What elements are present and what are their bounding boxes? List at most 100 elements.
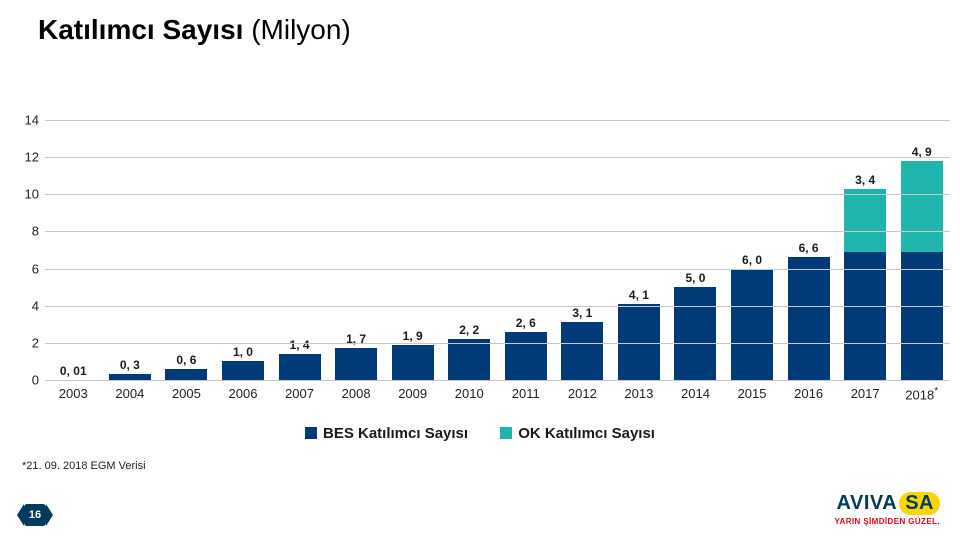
title-bold: Katılımcı Sayısı (38, 14, 243, 45)
data-label: 4, 1 (609, 288, 669, 302)
bar-group: 0, 32004 (102, 120, 159, 380)
x-axis-label: 2014 (665, 386, 725, 401)
bar-group: 3, 12012 (554, 120, 611, 380)
legend-item-bes: BES Katılımcı Sayısı (305, 425, 468, 442)
data-label: 3, 4 (835, 173, 895, 187)
bar-group: 1, 72008 (328, 120, 385, 380)
gridline (45, 306, 950, 307)
data-label: 5, 0 (665, 271, 725, 285)
brand-tagline: YARIN ŞİMDİDEN GÜZEL. (835, 517, 940, 526)
slide-title: Katılımcı Sayısı (Milyon) (38, 14, 351, 46)
legend-text: OK Katılımcı Sayısı (518, 425, 655, 442)
x-axis-label: 2010 (439, 386, 499, 401)
gridline (45, 380, 950, 381)
data-label: 1, 7 (326, 332, 386, 346)
bar-group: 2, 62011 (498, 120, 555, 380)
gridline (45, 231, 950, 232)
gridline (45, 269, 950, 270)
x-axis-label: 2018* (892, 386, 952, 402)
data-label: 1, 0 (213, 345, 273, 359)
x-axis-label: 2003 (43, 386, 103, 401)
y-axis-label: 12 (15, 150, 39, 165)
bar-segment-bes (165, 369, 207, 380)
legend-item-ok: OK Katılımcı Sayısı (500, 425, 655, 442)
data-label: 1, 9 (383, 329, 443, 343)
y-axis-label: 0 (15, 373, 39, 388)
y-axis-label: 2 (15, 335, 39, 350)
gridline (45, 157, 950, 158)
gridline (45, 343, 950, 344)
x-axis-label: 2017 (835, 386, 895, 401)
x-axis-label: 2006 (213, 386, 273, 401)
x-axis-label: 2007 (270, 386, 330, 401)
x-axis-label: 2008 (326, 386, 386, 401)
x-axis-label: 2015 (722, 386, 782, 401)
bar-segment-bes (674, 287, 716, 380)
logo-sa: SA (899, 492, 940, 515)
bar-segment-bes (279, 354, 321, 380)
data-label: 6, 0 (722, 253, 782, 267)
bar-group: 6, 02015 (724, 120, 781, 380)
bar-segment-bes (392, 345, 434, 380)
data-label: 3, 1 (552, 306, 612, 320)
bar-group: 0, 62005 (158, 120, 215, 380)
data-label: 0, 3 (100, 358, 160, 372)
brand-logo: AVIVASA (835, 492, 940, 515)
participant-chart: 0, 0120030, 320040, 620051, 020061, 4200… (10, 120, 950, 420)
bar-group: 0, 012003 (45, 120, 102, 380)
logo-aviva: AVIVA (837, 492, 898, 514)
title-rest: (Milyon) (243, 14, 350, 45)
chart-legend: BES Katılımcı Sayısı OK Katılımcı Sayısı (0, 425, 960, 442)
bar-segment-ok (844, 189, 886, 252)
bar-group: 6, 62016 (780, 120, 837, 380)
data-label: 1, 4 (270, 338, 330, 352)
y-axis-label: 4 (15, 298, 39, 313)
bar-group: 4, 12013 (611, 120, 668, 380)
page-number-badge: 16 (24, 504, 46, 526)
bar-segment-ok (901, 161, 943, 252)
page-number: 16 (29, 509, 41, 521)
brand-block: AVIVASA YARIN ŞİMDİDEN GÜZEL. (835, 492, 940, 526)
x-axis-label: 2016 (779, 386, 839, 401)
plot-area: 0, 0120030, 320040, 620051, 020061, 4200… (45, 120, 950, 380)
bar-segment-bes (448, 339, 490, 380)
legend-text: BES Katılımcı Sayısı (323, 425, 468, 442)
bar-segment-bes (335, 348, 377, 380)
x-axis-label: 2013 (609, 386, 669, 401)
gridline (45, 194, 950, 195)
bar-segment-bes (222, 361, 264, 380)
y-axis-label: 8 (15, 224, 39, 239)
bar-group: 2, 22010 (441, 120, 498, 380)
legend-swatch (305, 427, 317, 439)
y-axis-label: 14 (15, 113, 39, 128)
bar-group: 1, 92009 (384, 120, 441, 380)
x-axis-label: 2012 (552, 386, 612, 401)
footnote: *21. 09. 2018 EGM Verisi (22, 460, 146, 472)
bar-group: 1, 02006 (215, 120, 272, 380)
x-axis-label: 2009 (383, 386, 443, 401)
x-axis-label: 2005 (156, 386, 216, 401)
data-label: 2, 2 (439, 323, 499, 337)
data-label: 6, 6 (779, 241, 839, 255)
y-axis-label: 6 (15, 261, 39, 276)
data-label: 0, 01 (43, 364, 103, 378)
slide: { "title_bold": "Katılımcı Sayısı", "tit… (0, 0, 960, 540)
data-label: 2, 6 (496, 316, 556, 330)
bar-group: 5, 02014 (667, 120, 724, 380)
bar-segment-bes (561, 322, 603, 380)
gridline (45, 120, 950, 121)
bar-segment-bes (901, 252, 943, 380)
bar-container: 0, 0120030, 320040, 620051, 020061, 4200… (45, 120, 950, 380)
x-axis-label: 2004 (100, 386, 160, 401)
x-axis-label: 2011 (496, 386, 556, 401)
bar-segment-bes (844, 252, 886, 380)
bar-segment-bes (731, 269, 773, 380)
bar-segment-bes (788, 257, 830, 380)
bar-group: 6, 94, 92018* (893, 120, 950, 380)
legend-swatch (500, 427, 512, 439)
bar-segment-bes (505, 332, 547, 380)
y-axis-label: 10 (15, 187, 39, 202)
data-label: 0, 6 (156, 353, 216, 367)
bar-group: 6, 93, 42017 (837, 120, 894, 380)
bar-group: 1, 42007 (271, 120, 328, 380)
